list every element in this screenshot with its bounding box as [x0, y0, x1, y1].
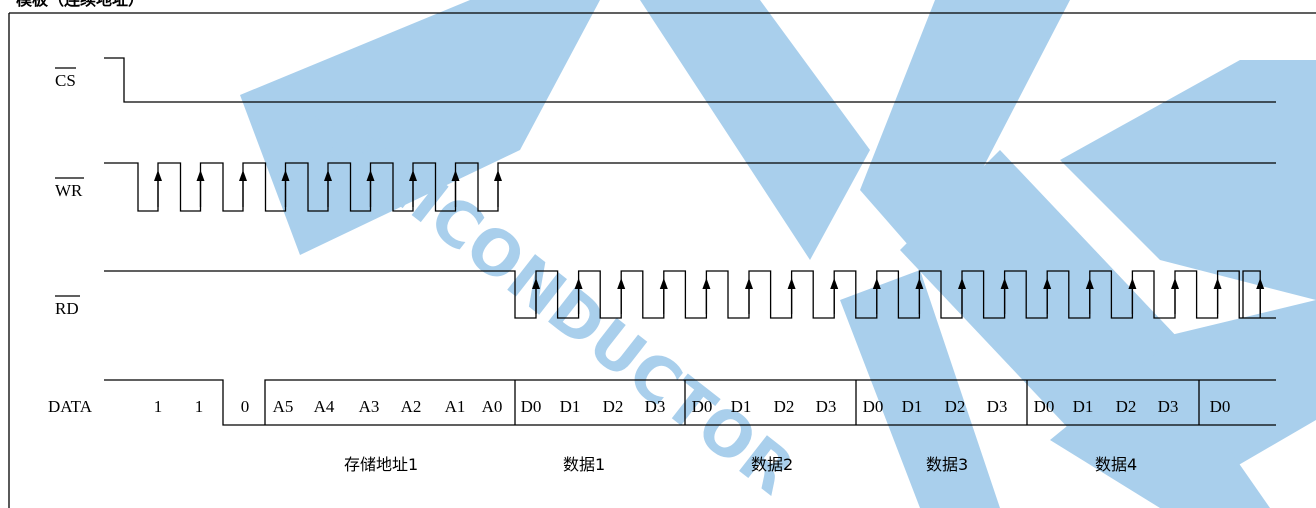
- data-label: DATA: [48, 397, 93, 416]
- wr-rising-edge-arrow: [366, 170, 375, 181]
- wr-rising-edge-arrow: [196, 170, 205, 181]
- data-bit: D1: [1073, 397, 1094, 416]
- rd-rising-edge-arrow: [915, 278, 924, 289]
- address-bit: A0: [482, 397, 503, 416]
- rd-rising-edge-arrow: [1000, 278, 1009, 289]
- captions: 存储地址1 数据1 数据2 数据3 数据4: [344, 455, 1137, 474]
- diagram-frame: [8, 12, 1316, 508]
- watermark-text: SEMICONDUCTOR: [281, 74, 808, 508]
- data-bit: D1: [902, 397, 923, 416]
- data-bus: 1 1 0 A5 A4 A3 A2 A1 A0 D0 D1 D2 D3 D0 D1 D2 D3 D0 D1 D2 D3 D…: [104, 379, 1276, 426]
- wr-rising-edge-arrow: [324, 170, 332, 181]
- rd-rising-edge-arrow: [1171, 278, 1179, 289]
- watermark: SEMICONDUCTOR: [240, 0, 1316, 508]
- header-fragment: 模板（连续地址）: [16, 0, 144, 9]
- wr-rising-edge-arrow: [409, 170, 417, 181]
- data-bit: D0: [1034, 397, 1055, 416]
- address-bit: A1: [445, 397, 466, 416]
- caption-address: 存储地址1: [344, 455, 418, 474]
- data-bit: D0: [863, 397, 884, 416]
- data-bit: D3: [987, 397, 1008, 416]
- rd-rising-edge-arrow: [1128, 278, 1137, 289]
- rd-waveform: [104, 270, 1276, 319]
- rd-rising-edge-arrow: [1256, 278, 1265, 289]
- wr-label: WR: [55, 181, 83, 200]
- cs-waveform: [104, 57, 1276, 103]
- rd-rising-edge-arrow: [574, 278, 583, 289]
- data-bus-dividers: [514, 380, 1200, 425]
- rd-rising-edge-arrow: [702, 278, 711, 289]
- rd-rising-edge-arrow: [958, 278, 966, 289]
- data-bit: D3: [816, 397, 837, 416]
- address-bit: A4: [314, 397, 335, 416]
- wr-waveform: [104, 162, 1276, 212]
- cs-label: CS: [55, 71, 76, 90]
- data-bit: D2: [603, 397, 624, 416]
- wr-line: [104, 162, 1276, 212]
- data-bit: D0: [521, 397, 542, 416]
- data-bit: D2: [774, 397, 795, 416]
- data-bit-trailing: D0: [1210, 397, 1231, 416]
- caption-data-2: 数据2: [751, 455, 793, 474]
- data-bit: D0: [692, 397, 713, 416]
- rd-rising-edge-arrow: [830, 278, 839, 289]
- rd-rising-edge-arrow: [1213, 278, 1222, 289]
- rd-line: [104, 270, 1276, 319]
- address-bit: 1: [195, 397, 204, 416]
- wr-rising-edge-arrow: [281, 170, 290, 181]
- data-bit: D3: [1158, 397, 1179, 416]
- address-bit: A3: [359, 397, 380, 416]
- data-bit: D1: [731, 397, 752, 416]
- data-bit: D2: [945, 397, 966, 416]
- data-bit: D2: [1116, 397, 1137, 416]
- address-bit: A2: [401, 397, 422, 416]
- wr-rising-edge-arrow: [154, 170, 162, 181]
- address-bit: A5: [273, 397, 294, 416]
- rd-label: RD: [55, 299, 79, 318]
- data-bus-bits: 1 1 0 A5 A4 A3 A2 A1 A0 D0 D1 D2 D3 D0 D1 D2 D3 D0 D1 D2 D3 D…: [154, 397, 1231, 416]
- rd-rising-edge-arrow: [659, 278, 668, 289]
- data-bus-line: [104, 379, 1276, 426]
- rd-rising-edge-arrow: [1043, 278, 1052, 289]
- wr-rising-edge-arrow: [451, 170, 460, 181]
- address-bit: 1: [154, 397, 163, 416]
- signal-labels: CS WR RD DATA: [48, 67, 93, 416]
- rd-rising-edge-arrow: [872, 278, 881, 289]
- rd-rising-edge-arrow: [1085, 278, 1094, 289]
- caption-data-3: 数据3: [926, 455, 968, 474]
- caption-data-4: 数据4: [1095, 455, 1137, 474]
- wr-rising-edge-arrow: [239, 170, 247, 181]
- wr-rising-edge-arrow: [494, 170, 502, 181]
- rd-rising-edge-arrow: [787, 278, 796, 289]
- data-bit: D1: [560, 397, 581, 416]
- caption-data-1: 数据1: [563, 455, 605, 474]
- data-bit: D3: [645, 397, 666, 416]
- address-bit: 0: [241, 397, 250, 416]
- rd-rising-edge-arrow: [532, 278, 540, 289]
- rd-rising-edge-arrow: [745, 278, 753, 289]
- rd-rising-edge-arrow: [617, 278, 626, 289]
